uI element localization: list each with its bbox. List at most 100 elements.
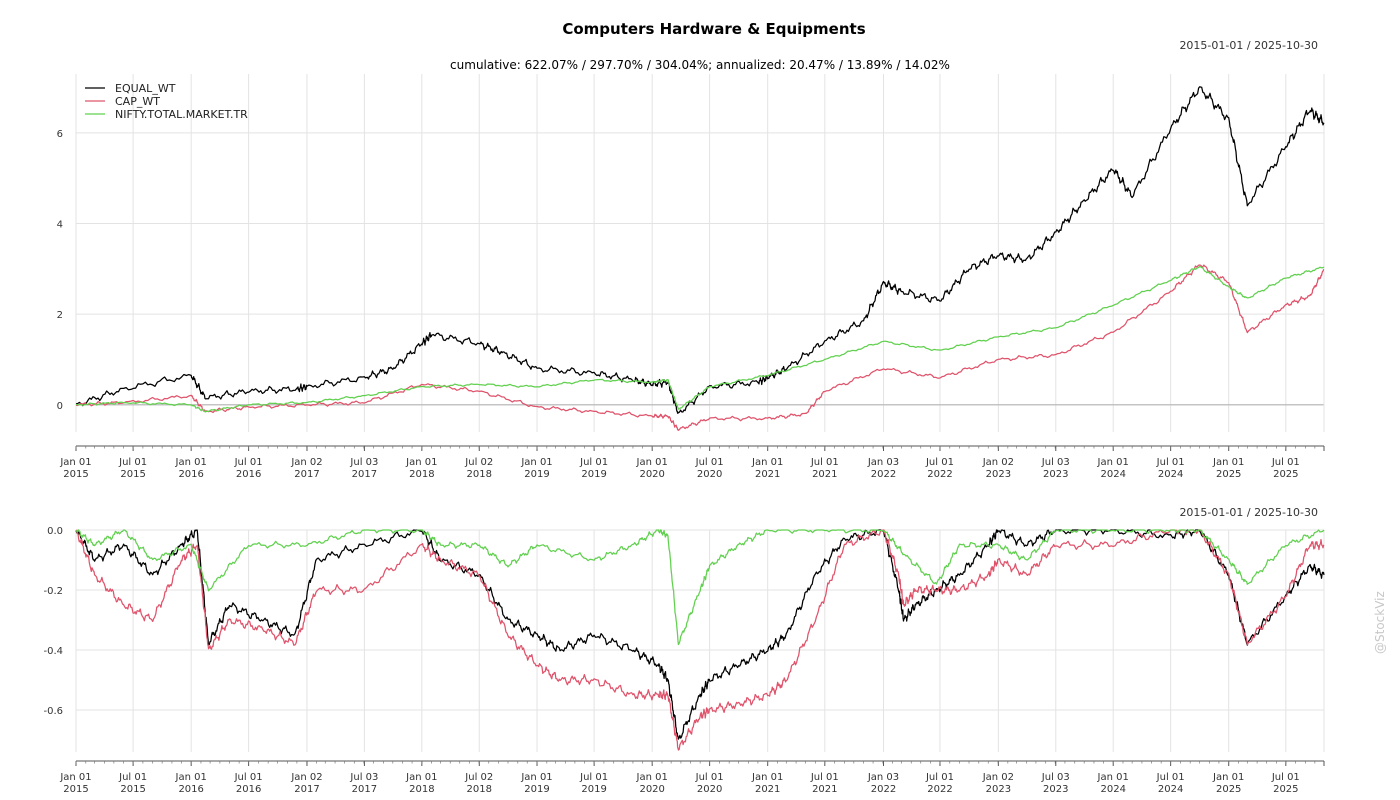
x-tick-label: Jul 01 xyxy=(579,772,608,783)
x-tick-label-year: 2025 xyxy=(1216,469,1241,480)
x-tick-label-year: 2020 xyxy=(639,469,664,480)
x-tick-label-year: 2015 xyxy=(63,784,88,795)
x-tick-label: Jul 01 xyxy=(810,772,839,783)
x-tick-label: Jan 02 xyxy=(982,457,1014,468)
x-tick-label: Jul 02 xyxy=(464,457,493,468)
x-tick-label-year: 2019 xyxy=(581,784,606,795)
x-tick-label-year: 2022 xyxy=(871,784,896,795)
x-tick-label-year: 2016 xyxy=(236,784,261,795)
x-tick-label: Jan 02 xyxy=(982,772,1014,783)
x-tick-label: Jan 01 xyxy=(636,457,668,468)
x-tick-label: Jul 01 xyxy=(925,772,954,783)
x-tick-label: Jan 01 xyxy=(59,772,91,783)
x-tick-label-year: 2020 xyxy=(639,784,664,795)
x-tick-label-year: 2020 xyxy=(697,784,722,795)
x-tick-label-year: 2020 xyxy=(697,469,722,480)
x-tick-label: Jul 01 xyxy=(234,772,263,783)
x-tick-label: Jan 01 xyxy=(175,772,207,783)
y-tick-label: -0.6 xyxy=(43,706,63,717)
series-line-cap-wt xyxy=(75,529,1325,751)
x-tick-label: Jan 01 xyxy=(1212,772,1244,783)
x-tick-label-year: 2022 xyxy=(927,784,952,795)
x-tick-label: Jan 01 xyxy=(405,772,437,783)
chart-subtitle: cumulative: 622.07% / 297.70% / 304.04%;… xyxy=(450,58,950,72)
x-tick-label-year: 2021 xyxy=(812,469,837,480)
x-tick-label: Jan 02 xyxy=(290,457,322,468)
x-tick-label-year: 2023 xyxy=(986,784,1011,795)
x-tick-label: Jul 01 xyxy=(1271,772,1300,783)
x-tick-label-year: 2023 xyxy=(1043,469,1068,480)
x-tick-label: Jul 01 xyxy=(695,772,724,783)
x-tick-label: Jan 01 xyxy=(520,457,552,468)
x-tick-label-year: 2023 xyxy=(986,469,1011,480)
series-line-equal-wt xyxy=(75,86,1325,414)
x-tick-label: Jul 01 xyxy=(695,457,724,468)
y-tick-label: -0.2 xyxy=(43,586,63,597)
y-tick-label: 0.0 xyxy=(47,526,63,537)
date-range-top: 2015-01-01 / 2025-10-30 xyxy=(1179,39,1318,52)
x-tick-label: Jul 01 xyxy=(118,457,147,468)
x-tick-label-year: 2022 xyxy=(871,469,896,480)
x-tick-label-year: 2024 xyxy=(1100,469,1125,480)
x-tick-label: Jan 01 xyxy=(59,457,91,468)
legend-entry: EQUAL_WT xyxy=(115,82,176,95)
x-tick-label-year: 2018 xyxy=(467,784,492,795)
x-tick-label-year: 2015 xyxy=(120,784,145,795)
x-tick-label-year: 2022 xyxy=(927,469,952,480)
watermark: @StockViz xyxy=(1373,591,1387,654)
x-tick-label-year: 2025 xyxy=(1273,469,1298,480)
y-tick-label: -0.4 xyxy=(43,646,63,657)
series-line-equal-wt xyxy=(75,529,1325,740)
x-tick-label: Jul 01 xyxy=(579,457,608,468)
x-tick-label: Jan 01 xyxy=(1097,772,1129,783)
x-tick-label-year: 2015 xyxy=(63,469,88,480)
x-tick-label: Jul 02 xyxy=(464,772,493,783)
y-tick-label: 2 xyxy=(57,310,63,321)
x-tick-label: Jul 01 xyxy=(925,457,954,468)
x-tick-label-year: 2021 xyxy=(812,784,837,795)
x-tick-label: Jan 01 xyxy=(1097,457,1129,468)
series-line-nifty-total-market-tr xyxy=(75,265,1325,413)
x-tick-label-year: 2025 xyxy=(1216,784,1241,795)
x-tick-label-year: 2019 xyxy=(581,469,606,480)
x-tick-label-year: 2024 xyxy=(1158,784,1183,795)
x-tick-label: Jul 01 xyxy=(234,457,263,468)
x-tick-label-year: 2023 xyxy=(1043,784,1068,795)
x-tick-label-year: 2019 xyxy=(524,784,549,795)
date-range-bottom: 2015-01-01 / 2025-10-30 xyxy=(1179,506,1318,519)
x-tick-label-year: 2017 xyxy=(352,784,377,795)
x-tick-label-year: 2025 xyxy=(1273,784,1298,795)
series-line-cap-wt xyxy=(75,264,1325,431)
x-tick-label: Jan 02 xyxy=(290,772,322,783)
y-tick-label: 6 xyxy=(57,129,63,140)
x-tick-label-year: 2018 xyxy=(467,469,492,480)
x-tick-label: Jan 03 xyxy=(867,457,899,468)
x-tick-label-year: 2019 xyxy=(524,469,549,480)
y-tick-label: 4 xyxy=(57,220,63,231)
x-tick-label: Jul 03 xyxy=(1041,457,1070,468)
x-tick-label-year: 2017 xyxy=(294,469,319,480)
x-tick-label: Jan 01 xyxy=(405,457,437,468)
x-tick-label-year: 2017 xyxy=(294,784,319,795)
x-tick-label-year: 2018 xyxy=(409,469,434,480)
x-tick-label: Jan 01 xyxy=(520,772,552,783)
x-tick-label-year: 2021 xyxy=(755,469,780,480)
legend-entry: CAP_WT xyxy=(115,95,160,108)
x-tick-label: Jan 01 xyxy=(175,457,207,468)
x-tick-label-year: 2021 xyxy=(755,784,780,795)
x-tick-label: Jul 01 xyxy=(118,772,147,783)
chart-title: Computers Hardware & Equipments xyxy=(562,20,865,38)
x-tick-label-year: 2024 xyxy=(1158,469,1183,480)
x-tick-label-year: 2018 xyxy=(409,784,434,795)
x-tick-label: Jan 01 xyxy=(751,772,783,783)
x-tick-label-year: 2015 xyxy=(120,469,145,480)
x-tick-label-year: 2016 xyxy=(178,469,203,480)
x-tick-label-year: 2016 xyxy=(178,784,203,795)
x-tick-label: Jan 03 xyxy=(867,772,899,783)
x-tick-label: Jul 01 xyxy=(1156,772,1185,783)
series-line-nifty-total-market-tr xyxy=(75,529,1325,646)
